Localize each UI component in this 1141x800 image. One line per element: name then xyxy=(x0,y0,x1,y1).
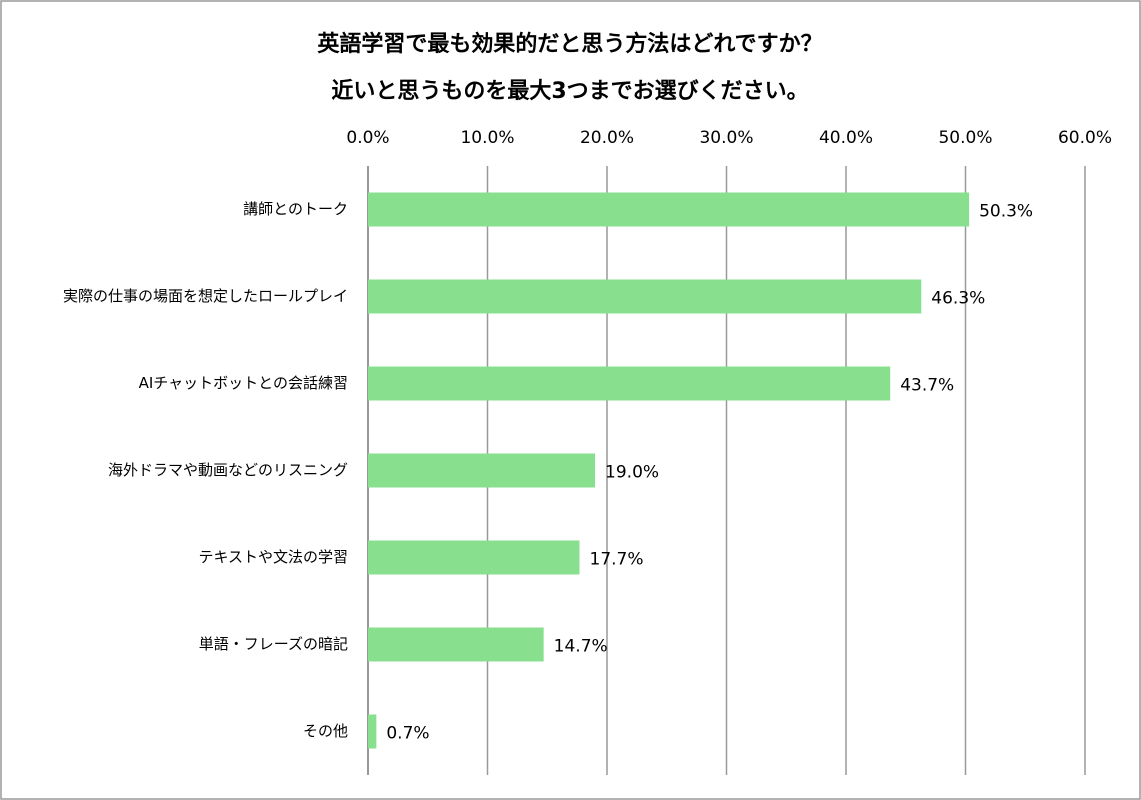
y-tick-label: テキストや文法の学習 xyxy=(198,548,348,566)
bar xyxy=(368,627,544,662)
x-tick-label: 10.0% xyxy=(460,128,514,148)
value-label: 14.7% xyxy=(554,637,608,657)
y-tick-label: AIチャットボットとの会話練習 xyxy=(139,374,348,392)
bar xyxy=(368,714,377,749)
value-label: 19.0% xyxy=(605,463,659,483)
bar xyxy=(368,453,596,488)
value-label: 0.7% xyxy=(386,724,429,744)
y-tick-label: 講師とのトーク xyxy=(243,200,348,218)
x-tick-label: 40.0% xyxy=(819,128,873,148)
value-label: 50.3% xyxy=(979,202,1033,222)
bar xyxy=(368,279,922,314)
x-tick-label: 60.0% xyxy=(1058,128,1112,148)
x-tick-label: 0.0% xyxy=(346,128,389,148)
x-tick-label: 20.0% xyxy=(580,128,634,148)
value-label: 17.7% xyxy=(590,550,644,570)
bar xyxy=(368,192,970,227)
value-label: 43.7% xyxy=(900,376,954,396)
y-tick-label: 実際の仕事の場面を想定したロールプレイ xyxy=(63,287,348,305)
chart-title: 英語学習で最も効果的だと思う方法はどれですか？ xyxy=(317,31,822,57)
chart-subtitle: 近いと思うものを最大3つまでお選びください。 xyxy=(331,78,808,104)
x-tick-label: 50.0% xyxy=(938,128,992,148)
bar xyxy=(368,540,580,575)
y-tick-label: 単語・フレーズの暗記 xyxy=(199,635,348,653)
y-tick-label: その他 xyxy=(303,722,348,740)
bar xyxy=(368,366,891,401)
y-tick-label: 海外ドラマや動画などのリスニング xyxy=(108,461,348,479)
x-tick-label: 30.0% xyxy=(699,128,753,148)
value-label: 46.3% xyxy=(931,289,985,309)
